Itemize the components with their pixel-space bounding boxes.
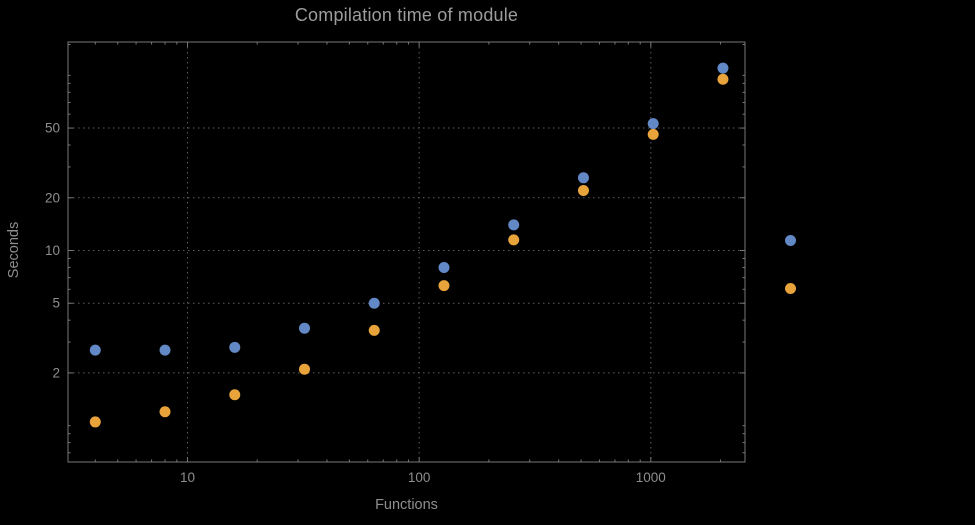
data-point-series-2	[508, 234, 520, 246]
data-point-series-1	[229, 341, 241, 353]
data-point-series-2	[717, 73, 729, 85]
data-point-series-1	[577, 172, 589, 184]
data-point-series-1	[647, 118, 659, 130]
plot-frame	[67, 41, 746, 463]
data-point-series-1	[508, 219, 520, 231]
data-point-series-2	[368, 324, 380, 336]
data-point-series-2	[159, 406, 171, 418]
x-tick-label: 1000	[636, 470, 666, 485]
data-point-series-2	[438, 280, 450, 292]
y-tick-label: 5	[52, 296, 60, 311]
y-tick-label: 20	[45, 190, 60, 205]
legend-marker-series-2	[785, 283, 796, 294]
x-axis-label: Functions	[375, 497, 438, 513]
data-point-series-1	[89, 344, 101, 356]
data-point-series-2	[647, 128, 659, 140]
chart-title: Compilation time of module	[294, 5, 519, 25]
data-point-series-1	[717, 62, 729, 74]
legend-marker-series-1	[785, 235, 796, 246]
y-tick-label: 2	[52, 365, 60, 380]
data-point-series-2	[299, 363, 311, 375]
y-tick-label: 50	[45, 121, 60, 136]
x-tick-label: 10	[180, 470, 195, 485]
data-point-series-1	[368, 297, 380, 309]
data-point-series-2	[229, 389, 241, 401]
data-point-series-1	[159, 344, 171, 356]
y-tick-label: 10	[45, 243, 60, 258]
data-point-series-2	[577, 185, 589, 197]
legend	[785, 235, 797, 295]
data-point-series-2	[89, 416, 101, 428]
data-point-series-1	[299, 322, 311, 334]
x-tick-label: 100	[408, 470, 431, 485]
data-point-series-1	[438, 261, 450, 273]
